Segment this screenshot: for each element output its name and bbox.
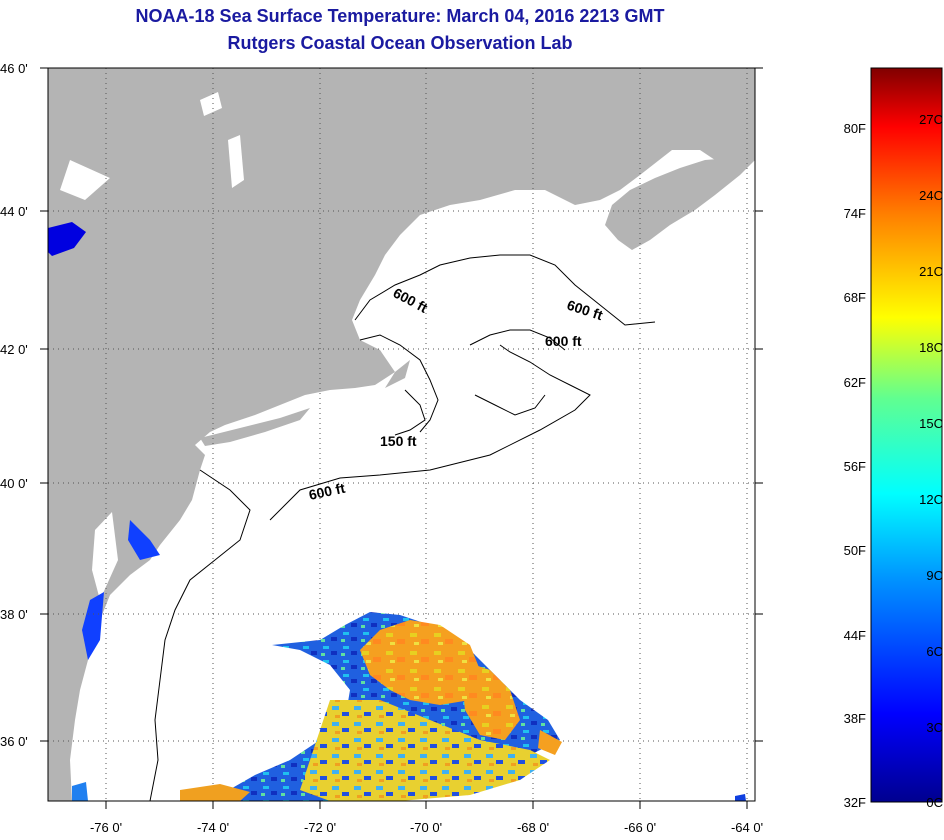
colorbar-label: 32F: [844, 795, 866, 810]
lat-label: 40 0': [0, 476, 28, 491]
colorbar-label: 68F: [844, 290, 866, 305]
colorbar-label: 0C: [926, 795, 943, 810]
land-nova-scotia: [605, 158, 755, 250]
colorbar-label: 6C: [926, 644, 943, 659]
colorbar-label: 74F: [844, 206, 866, 221]
colorbar: [870, 67, 943, 803]
colorbar-label: 15C: [919, 416, 943, 431]
isobath-label: 150 ft: [380, 433, 417, 449]
colorbar-label: 12C: [919, 492, 943, 507]
lon-labels: -76 0' -74 0' -72 0' -70 0' -68 0' -66 0…: [90, 820, 763, 835]
axis-ticks: [40, 67, 763, 809]
colorbar-label: 27C: [919, 112, 943, 127]
land-long-island: [200, 408, 310, 446]
lon-label: -76 0': [90, 820, 122, 835]
map-title: NOAA-18 Sea Surface Temperature: March 0…: [135, 6, 665, 26]
colorbar-label: 56F: [844, 459, 866, 474]
lake: [228, 135, 244, 188]
lon-label: -72 0': [304, 820, 336, 835]
colorbar-label: 3C: [926, 720, 943, 735]
land-mainland: [48, 68, 755, 801]
lon-label: -66 0': [624, 820, 656, 835]
colorbar-label: 21C: [919, 264, 943, 279]
colorbar-label: 44F: [844, 628, 866, 643]
bay: [92, 512, 118, 600]
lat-label: 42 0': [0, 342, 28, 357]
delaware-bay: [128, 520, 160, 560]
colorbar-f-labels: 80F 74F 68F 62F 56F 50F 44F 38F 32F: [844, 121, 866, 810]
lake: [200, 92, 222, 116]
lat-label: 46 0': [0, 61, 28, 76]
colorbar-label: 80F: [844, 121, 866, 136]
isobath-label: 600 ft: [307, 480, 346, 503]
lon-label: -64 0': [731, 820, 763, 835]
lon-label: -68 0': [517, 820, 549, 835]
lake-ontario: [48, 222, 86, 256]
colorbar-label: 18C: [919, 340, 943, 355]
colorbar-label: 38F: [844, 711, 866, 726]
lat-label: 44 0': [0, 204, 28, 219]
lat-labels: 46 0' 44 0' 42 0' 40 0' 38 0' 36 0': [0, 61, 28, 749]
isobath-contours: [149, 254, 656, 801]
lon-label: -70 0': [410, 820, 442, 835]
sst-data: [72, 612, 746, 801]
lake: [60, 160, 110, 200]
colorbar-label: 24C: [919, 188, 943, 203]
lat-label: 38 0': [0, 607, 28, 622]
map-subtitle: Rutgers Coastal Ocean Observation Lab: [227, 33, 573, 53]
lon-label: -74 0': [197, 820, 229, 835]
colorbar-label: 62F: [844, 375, 866, 390]
colorbar-c-labels: 27C 24C 21C 18C 15C 12C 9C 6C 3C 0C: [919, 112, 943, 810]
colorbar-label: 9C: [926, 568, 943, 583]
map-frame: [47, 67, 756, 802]
lat-label: 36 0': [0, 734, 28, 749]
isobath-label: 600 ft: [545, 333, 582, 349]
colorbar-label: 50F: [844, 543, 866, 558]
land-cape-cod: [385, 360, 410, 388]
chesapeake-bay: [82, 592, 104, 660]
